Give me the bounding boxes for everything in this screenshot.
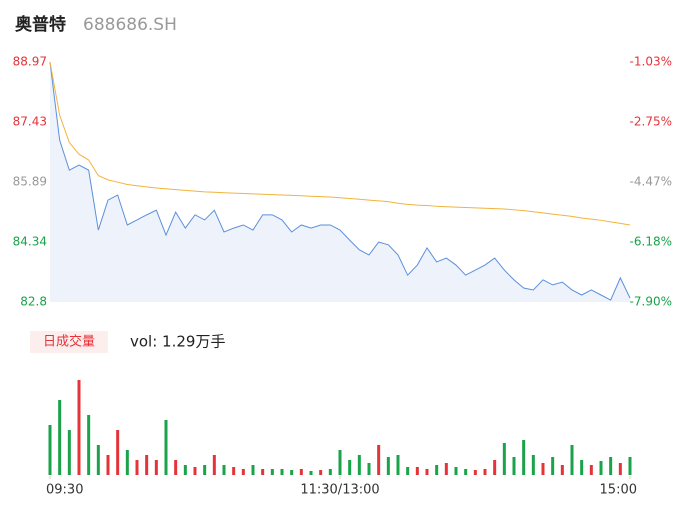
y-tick-label: 88.97: [13, 55, 47, 69]
volume-bar: [212, 455, 216, 475]
volume-bar: [580, 460, 584, 475]
volume-bar: [367, 463, 371, 475]
volume-bar: [280, 469, 284, 475]
volume-bar: [541, 463, 545, 475]
volume-bar: [290, 470, 294, 475]
y2-tick-label: -7.90%: [630, 295, 672, 309]
volume-bar: [396, 455, 400, 475]
volume-bar: [183, 465, 187, 475]
price-area: [50, 62, 630, 302]
volume-bar: [357, 455, 361, 475]
y-tick-label: 85.89: [13, 174, 47, 188]
volume-bar: [309, 471, 313, 475]
volume-bar: [164, 420, 168, 475]
volume-bar: [251, 465, 255, 475]
volume-bar: [386, 457, 390, 475]
volume-bar: [435, 465, 439, 475]
y2-tick-label: -4.47%: [630, 175, 672, 189]
volume-bar: [232, 467, 236, 475]
volume-bar: [319, 470, 323, 475]
volume-bar: [48, 425, 52, 475]
volume-bar: [270, 469, 274, 475]
volume-bar: [464, 469, 468, 475]
x-tick-label: 09:30: [46, 483, 83, 498]
volume-bar: [154, 460, 158, 475]
volume-bar: [241, 469, 245, 475]
volume-bar: [174, 460, 178, 475]
x-tick-label: 11:30/13:00: [300, 483, 379, 498]
y-tick-label: 84.34: [13, 235, 47, 249]
volume-bar: [560, 465, 564, 475]
volume-bar: [58, 400, 62, 475]
volume-bar: [570, 445, 574, 475]
volume-bar: [299, 469, 303, 475]
volume-bar: [589, 465, 593, 475]
volume-bar: [377, 445, 381, 475]
volume-bar: [551, 457, 555, 475]
volume-bar: [618, 463, 622, 475]
volume-bar: [145, 455, 149, 475]
volume-bar: [261, 469, 265, 475]
volume-bar: [512, 457, 516, 475]
x-tick-label: 15:00: [600, 483, 637, 498]
price-line: [49, 61, 631, 301]
y2-tick-label: -1.03%: [630, 55, 672, 69]
volume-bar: [454, 467, 458, 475]
volume-label: vol: 1.29万手: [130, 333, 225, 351]
y2-tick-label: -6.18%: [630, 234, 672, 248]
volume-bar: [483, 469, 487, 475]
volume-bar: [338, 450, 342, 475]
volume-bar: [609, 457, 613, 475]
volume-bar: [415, 467, 419, 475]
volume-bar: [599, 461, 603, 475]
volume-bar: [106, 455, 110, 475]
average-line: [49, 61, 631, 226]
volume-bar: [502, 443, 506, 475]
volume-bar: [425, 469, 429, 475]
volume-bar: [493, 460, 497, 475]
volume-bar: [77, 380, 81, 475]
volume-bar: [203, 465, 207, 475]
volume-bar: [328, 469, 332, 475]
volume-bar: [473, 470, 477, 475]
volume-bar: [406, 467, 410, 475]
volume-bar: [348, 460, 352, 475]
volume-bar: [87, 415, 91, 475]
y-tick-label: 87.43: [13, 114, 47, 128]
volume-bar: [116, 430, 120, 475]
y2-tick-label: -2.75%: [630, 115, 672, 129]
volume-bar: [135, 460, 139, 475]
volume-bar: [222, 465, 226, 475]
volume-bar: [193, 467, 197, 475]
volume-bar: [125, 450, 129, 475]
volume-bar: [628, 457, 632, 475]
volume-bar: [96, 445, 100, 475]
volume-bar: [522, 440, 526, 475]
volume-bar: [531, 455, 535, 475]
volume-bar: [444, 463, 448, 475]
y-tick-label: 82.8: [20, 295, 47, 309]
stock-code: 688686.SH: [83, 15, 177, 35]
volume-bar: [67, 430, 71, 475]
stock-name: 奥普特: [15, 14, 66, 35]
volume-badge-bg: [30, 331, 108, 353]
volume-badge: 日成交量: [43, 334, 95, 350]
